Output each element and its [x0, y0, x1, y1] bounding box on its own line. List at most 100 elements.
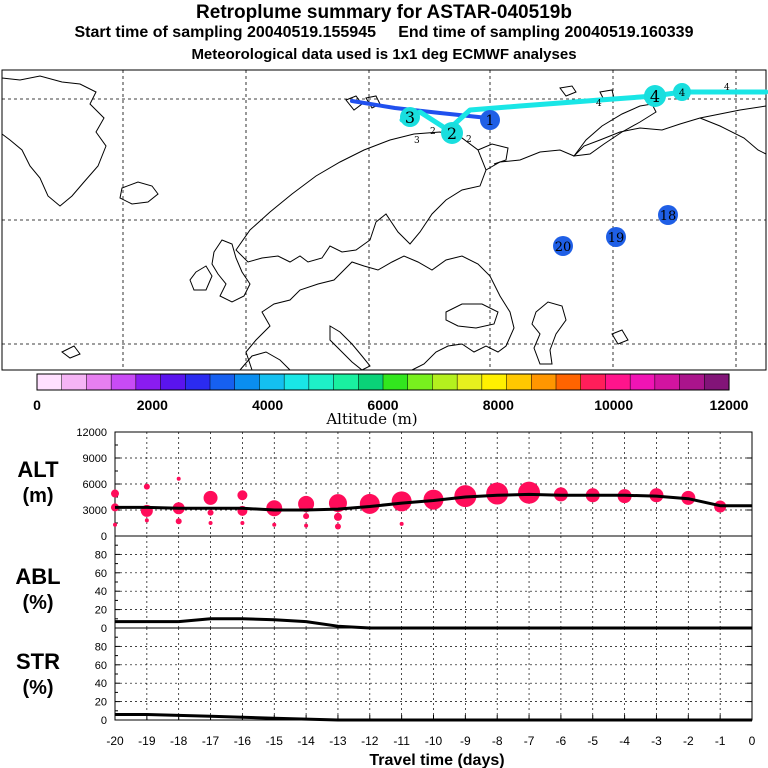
x-tick-label: 0: [749, 734, 756, 748]
chart-title: Retroplume summary for ASTAR-040519b: [196, 2, 572, 23]
y-tick-label: 20: [95, 697, 107, 709]
colorbar-cell: [654, 373, 681, 391]
cluster-marker: 18: [658, 205, 678, 225]
alt-series-line: [115, 492, 752, 512]
cluster-marker: 3: [400, 107, 420, 127]
cluster-marker: 20: [553, 236, 573, 256]
cluster-marker-circle: [644, 85, 666, 107]
str-panel-unit: (%): [22, 677, 53, 699]
colorbar-tick-label: 8000: [483, 397, 514, 413]
small-label: 3: [414, 136, 420, 146]
abl-panel-label: ABL: [15, 564, 60, 589]
y-tick-label: 40: [95, 678, 107, 690]
altitude-bubble: [334, 523, 341, 530]
altitude-bubble: [240, 521, 245, 525]
colorbar-cell: [704, 373, 730, 391]
colorbar-cell: [506, 373, 532, 391]
colorbar-cell: [135, 373, 162, 391]
cluster-marker-circle: [658, 205, 678, 225]
x-tick-label: -8: [492, 734, 503, 748]
small-label: 2: [430, 127, 436, 137]
alt-panel-unit: (m): [22, 485, 53, 507]
cluster-marker: 19: [606, 227, 626, 247]
colorbar-cell: [629, 373, 656, 391]
y-tick-label: 9000: [83, 453, 107, 465]
x-axis-title: Travel time (days): [369, 752, 504, 768]
y-tick-label: 60: [95, 660, 107, 672]
colorbar-cell: [605, 373, 631, 391]
trajectory-cyan-line: [399, 89, 768, 133]
altitude-bubble: [111, 489, 119, 498]
meteorological-data-line: Meteorological data used is 1x1 deg ECMW…: [191, 46, 577, 63]
colorbar-title: Altitude (m): [325, 410, 417, 428]
cluster-marker-label: 4: [679, 88, 685, 99]
altitude-bubble: [203, 490, 218, 505]
colorbar-cell: [185, 373, 211, 391]
y-tick-label: 20: [95, 605, 107, 617]
colorbar-cell: [358, 373, 384, 391]
cluster-marker: 1: [480, 110, 500, 130]
altitude-colorbar: 0 2000 4000 6000 8000 10000 12000 Altitude (m): [33, 373, 749, 428]
x-tick-label: -12: [361, 734, 379, 748]
altitude-bubble: [143, 483, 150, 490]
x-tick-label: -7: [524, 734, 535, 748]
altitude-bubble: [272, 522, 277, 527]
cluster-marker-circle: [480, 110, 500, 130]
abl-panel-unit: (%): [22, 592, 53, 614]
colorbar-frame: [36, 373, 730, 391]
colorbar-cell: [333, 373, 359, 391]
cluster-marker-label: 1: [486, 113, 495, 129]
x-tick-label: -17: [202, 734, 220, 748]
altitude-bubble: [175, 518, 182, 525]
colorbar-cell: [308, 373, 335, 391]
colorbar-cell: [234, 373, 260, 391]
y-tick-label: 80: [95, 641, 107, 653]
colorbar-cell: [382, 373, 409, 391]
altitude-bubble: [333, 512, 342, 521]
sampling-time-line: Start time of sampling 20040519.155945 E…: [74, 24, 694, 41]
x-tick-label: -20: [106, 734, 124, 748]
x-tick-label: -4: [619, 734, 630, 748]
alt-panel-label: ALT: [17, 457, 59, 482]
colorbar-tick-label: 4000: [252, 397, 283, 413]
colorbar-cell: [283, 373, 310, 391]
altitude-bubble: [518, 481, 541, 504]
altitude-bubble: [208, 521, 213, 525]
colorbar-cell: [531, 373, 557, 391]
x-tick-label: -15: [266, 734, 284, 748]
cluster-marker-circle: [400, 107, 420, 127]
cluster-marker-label: 20: [555, 240, 572, 255]
str-panel-label: STR: [16, 649, 60, 674]
colorbar-tick-label: 6000: [367, 397, 398, 413]
cluster-marker: 4: [673, 83, 691, 101]
cluster-marker-label: 2: [447, 124, 457, 143]
small-label: 4: [596, 99, 602, 109]
colorbar-cell: [61, 373, 87, 391]
colorbar-cell: [555, 373, 582, 391]
x-tick-label: -14: [297, 734, 315, 748]
colorbar-tick-label: 2000: [137, 397, 168, 413]
trajectory-markers: 1 2 3 4 4 18 19 20: [400, 83, 691, 256]
map-panel: 1 2 3 4 4 18 19 20 2 2 3 4 4: [1, 69, 768, 371]
x-tick-label: -1: [715, 734, 726, 748]
altitude-bubble: [144, 518, 149, 523]
colorbar-cell: [110, 373, 137, 391]
altitude-bubble: [303, 513, 310, 520]
cluster-marker-circle: [606, 227, 626, 247]
x-tick-label: -13: [329, 734, 347, 748]
cluster-marker: 2: [441, 122, 463, 144]
x-tick-label: -11: [393, 734, 410, 748]
x-tick-label: -18: [170, 734, 188, 748]
colorbar-cell: [432, 373, 458, 391]
cluster-marker: 4: [644, 85, 666, 107]
colorbar-cell: [481, 373, 508, 391]
x-tick-label: -9: [460, 734, 471, 748]
cluster-marker-circle: [441, 122, 463, 144]
y-tick-label: 80: [95, 549, 107, 561]
x-tick-label: -3: [651, 734, 662, 748]
colorbar-tick-label: 12000: [710, 397, 749, 413]
colorbar-cell: [259, 373, 285, 391]
altitude-bubble: [486, 482, 509, 505]
altitude-bubble: [176, 476, 181, 481]
